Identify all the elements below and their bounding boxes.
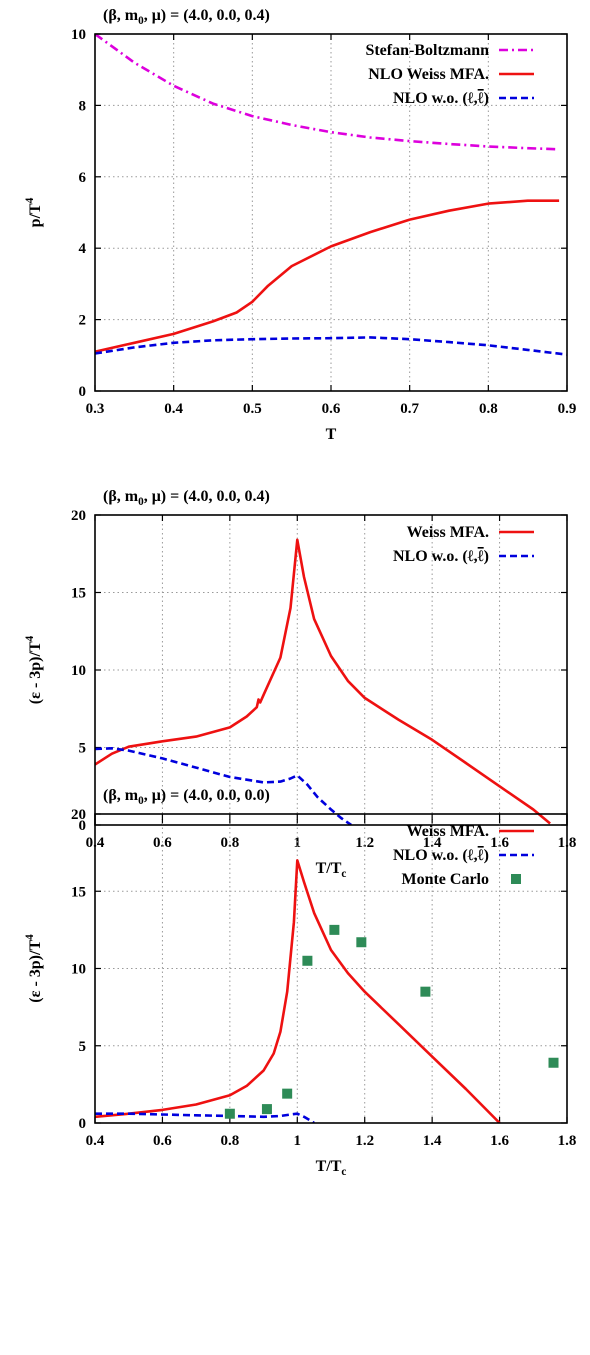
y-tick-label: 6: [79, 170, 87, 186]
x-tick-label: 1: [294, 1133, 302, 1149]
y-tick-label: 15: [71, 586, 86, 602]
x-axis-label: T: [326, 426, 337, 443]
legend-label: Monte Carlo: [401, 871, 489, 888]
y-axis-label: (ε - 3p)/T4: [24, 635, 44, 704]
x-tick-label: 1.2: [355, 1133, 374, 1149]
x-tick-label: 0.8: [220, 1133, 239, 1149]
y-tick-label: 5: [79, 741, 87, 757]
y-tick-label: 4: [79, 241, 87, 257]
y-tick-label: 10: [71, 663, 86, 679]
y-tick-label: 20: [71, 807, 86, 823]
chart-title: (β, m0, μ) = (4.0, 0.0, 0.0): [103, 787, 270, 807]
legend-label: NLO w.o. (ℓ,ℓ): [393, 548, 489, 565]
legend-label: NLO w.o. (ℓ,ℓ): [393, 90, 489, 107]
y-tick-label: 2: [79, 313, 87, 329]
monte-carlo-point: [302, 956, 312, 966]
x-tick-label: 0.7: [400, 401, 419, 417]
legend-label: NLO w.o. (ℓ,ℓ): [393, 847, 489, 864]
series-line-2: [95, 201, 559, 352]
series-line-2: [95, 1114, 314, 1123]
x-tick-label: 0.6: [322, 401, 341, 417]
monte-carlo-point: [282, 1089, 292, 1099]
y-tick-label: 0: [79, 384, 87, 400]
x-axis-label: T/Tc: [316, 860, 347, 880]
y-axis-label: p/T4: [24, 197, 44, 227]
monte-carlo-point: [262, 1104, 272, 1114]
legend-label: Weiss MFA.: [407, 823, 489, 840]
y-tick-label: 20: [71, 508, 86, 524]
y-axis-label: (ε - 3p)/T4: [24, 934, 44, 1003]
x-tick-label: 1.8: [558, 1133, 577, 1149]
legend-marker: [511, 874, 521, 884]
x-axis-label: T/Tc: [316, 1158, 347, 1178]
x-tick-label: 1.4: [423, 1133, 442, 1149]
legend-label: Stefan-Boltzmann: [365, 42, 489, 59]
x-tick-label: 0.8: [479, 401, 498, 417]
legend-label: Weiss MFA.: [407, 524, 489, 541]
legend-label: NLO Weiss MFA.: [368, 66, 489, 83]
y-tick-label: 8: [79, 98, 87, 114]
series-line-1: [95, 34, 559, 149]
y-tick-label: 10: [71, 27, 86, 43]
y-tick-label: 10: [71, 962, 86, 978]
x-tick-label: 0.4: [164, 401, 183, 417]
y-tick-label: 15: [71, 884, 86, 900]
monte-carlo-point: [549, 1058, 559, 1068]
x-tick-label: 0.3: [86, 401, 105, 417]
y-tick-label: 5: [79, 1039, 87, 1055]
x-tick-label: 1.6: [490, 1133, 509, 1149]
x-tick-label: 0.4: [86, 1133, 105, 1149]
x-tick-label: 0.5: [243, 401, 262, 417]
monte-carlo-point: [356, 937, 366, 947]
y-tick-label: 0: [79, 1116, 87, 1132]
monte-carlo-point: [420, 987, 430, 997]
x-tick-label: 0.9: [558, 401, 577, 417]
chart-title: (β, m0, μ) = (4.0, 0.0, 0.4): [103, 488, 270, 508]
x-tick-label: 0.6: [153, 1133, 172, 1149]
chart-panel-1: 0.3 0.4 0.5 0.6 0.7 0.8 0.9 0 2 4 6 8 10 Stefan-Boltz…: [24, 7, 576, 443]
series-line-1: [95, 540, 550, 824]
chart-title: (β, m0, μ) = (4.0, 0.0, 0.4): [103, 7, 270, 27]
monte-carlo-point: [329, 925, 339, 935]
monte-carlo-point: [225, 1109, 235, 1119]
